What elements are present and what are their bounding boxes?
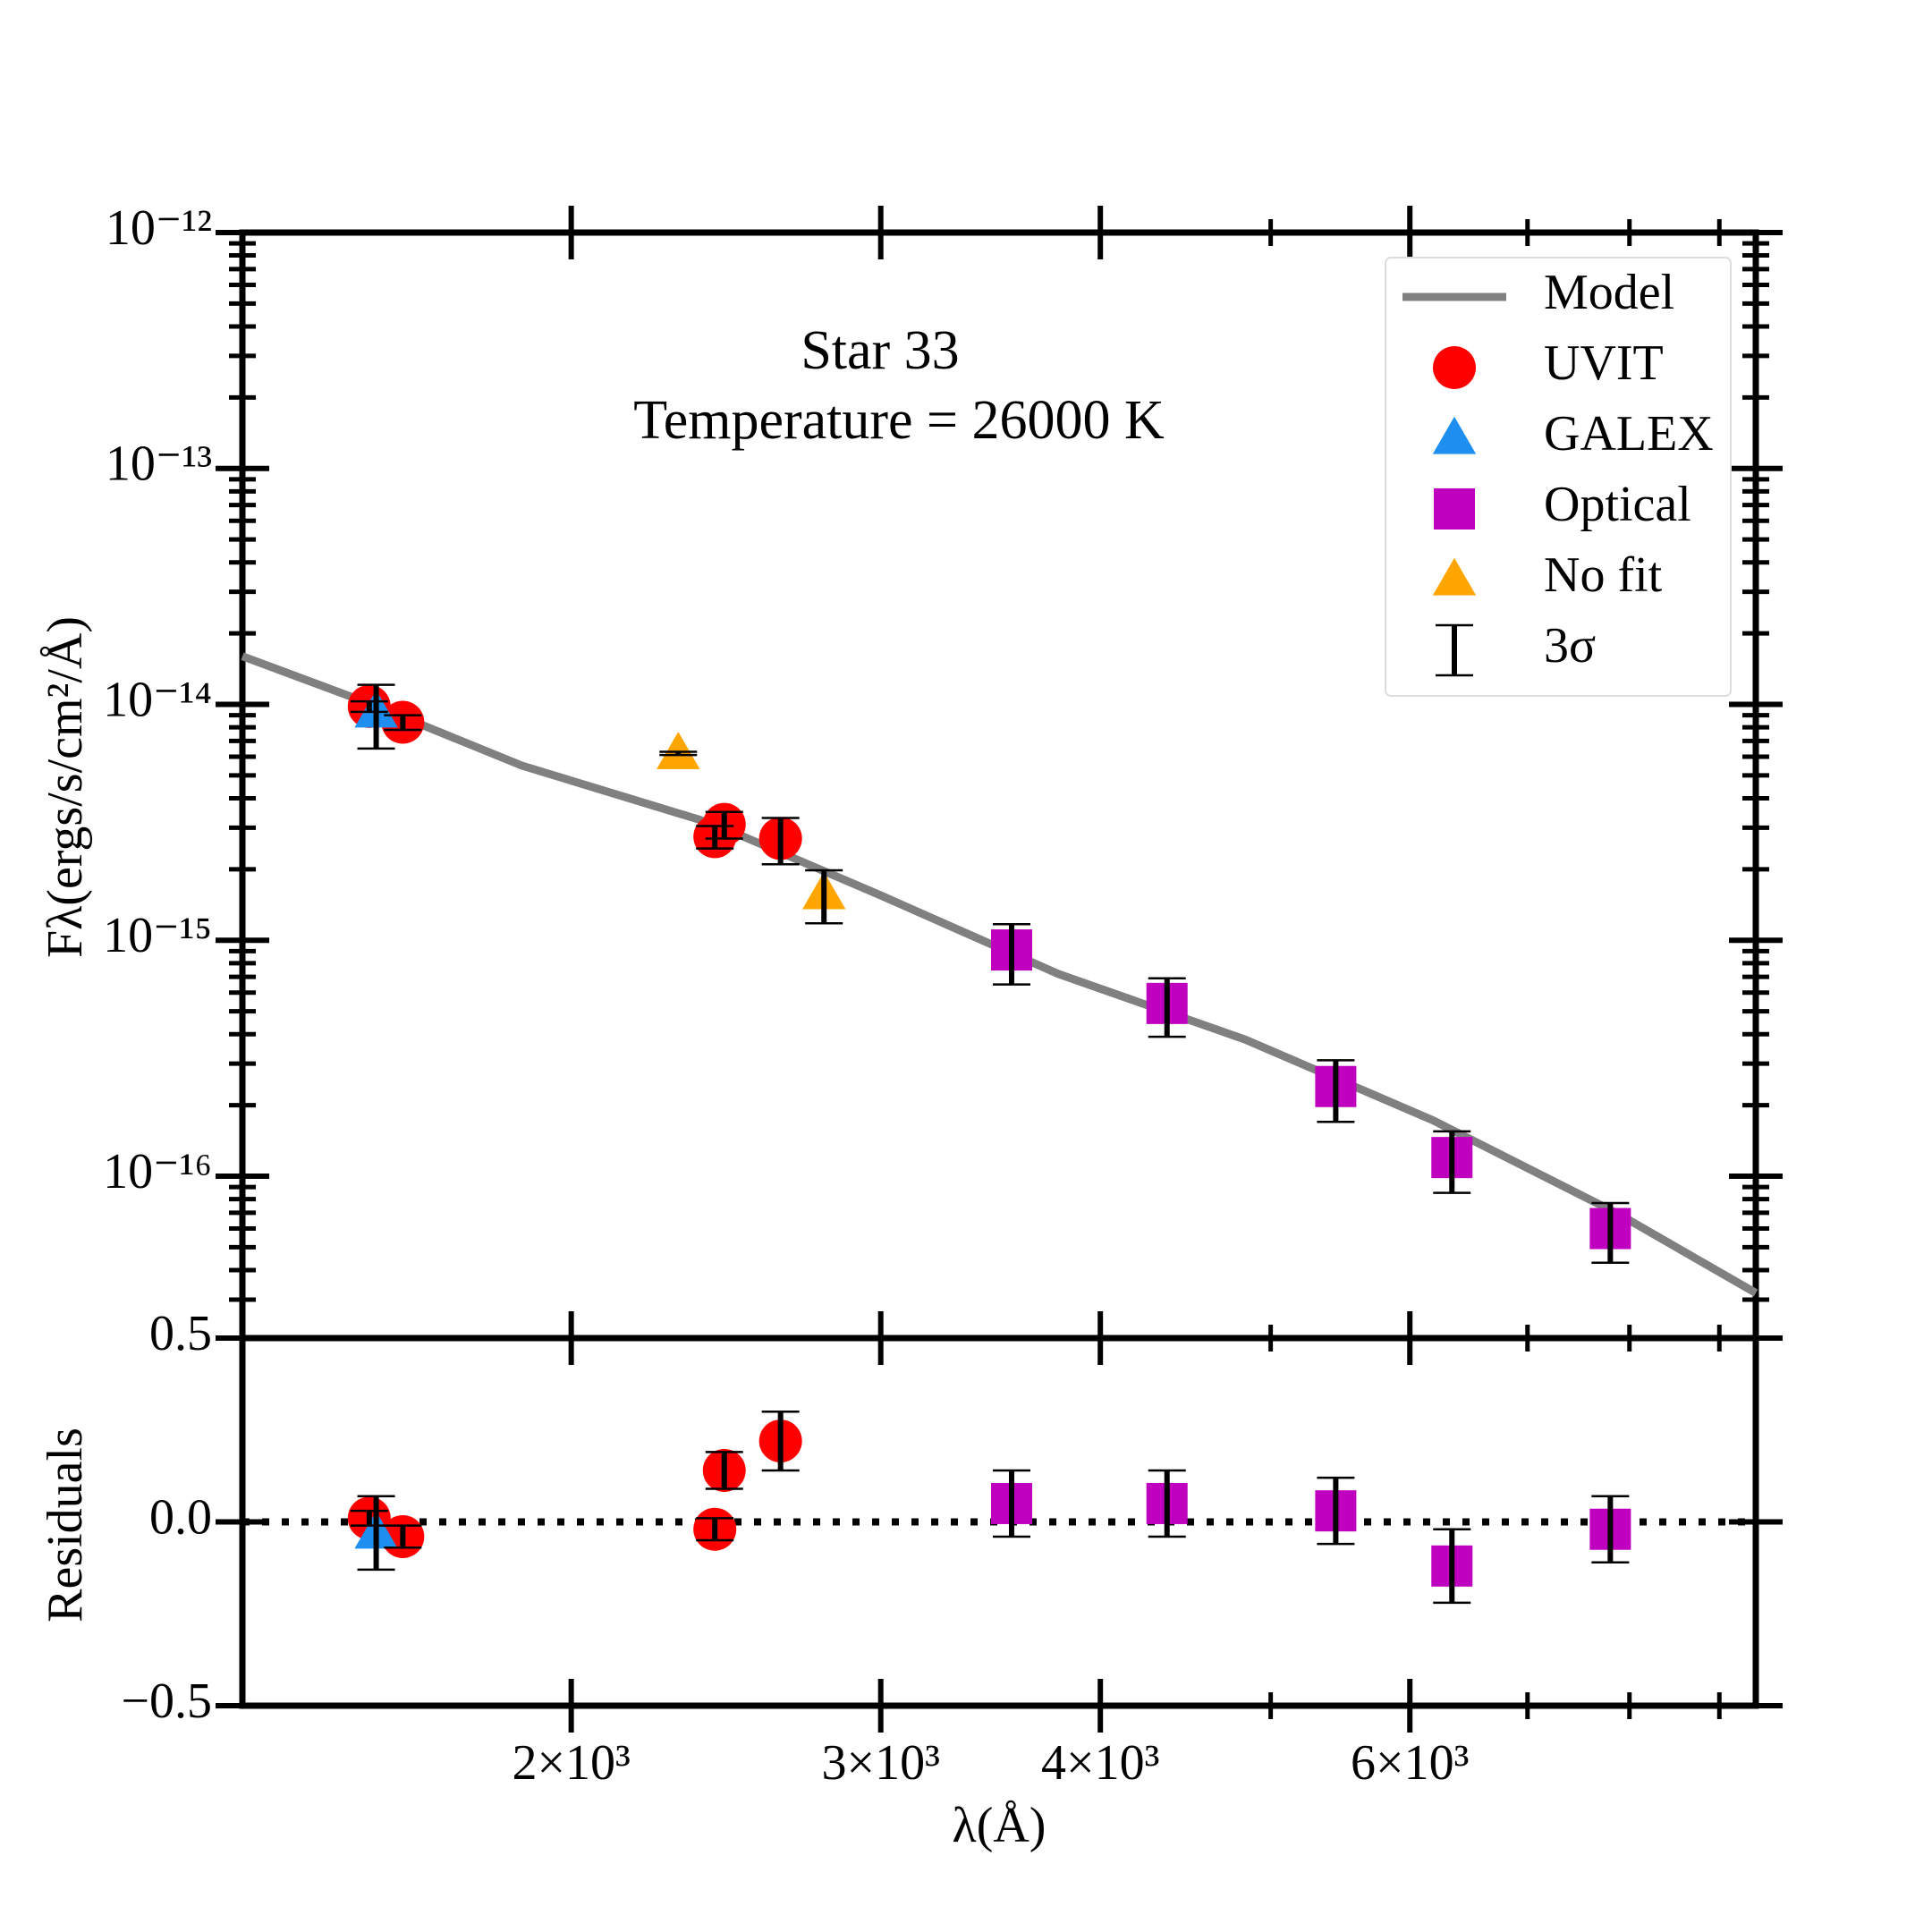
marker [1433,346,1476,389]
legend-label: Optical [1544,477,1691,532]
x-tick-label: 6×10³ [1351,1735,1469,1791]
marker [657,732,700,769]
x-tick-label: 3×10³ [821,1735,939,1791]
y-tick-label: 0.0 [149,1489,212,1545]
y-axis-label: Residuals [38,1428,93,1623]
marker [1434,488,1475,530]
x-tick-label: 2×10³ [512,1735,630,1791]
y-tick-label: 10⁻¹⁶ [103,1144,212,1199]
legend-label: Model [1544,265,1674,320]
marker [1432,557,1477,596]
legend-label: 3σ [1544,618,1596,674]
marker [1432,416,1477,454]
x-axis-label: λ(Å) [953,1798,1046,1853]
legend-label: UVIT [1544,335,1664,391]
chart-title: Star 33 [801,320,959,381]
y-axis-label: Fλ(ergs/s/cm²/Å) [38,616,93,958]
legend-label: No fit [1544,547,1663,603]
chart-subtitle: Temperature = 26000 K [633,390,1165,451]
model-line [241,652,1758,1297]
y-tick-label: 0.5 [149,1306,212,1361]
y-tick-label: 10⁻¹³ [106,436,212,492]
y-tick-label: 10⁻¹⁴ [103,672,212,727]
x-tick-label: 4×10³ [1041,1735,1159,1791]
y-tick-label: 10⁻¹² [106,200,212,256]
legend-label: GALEX [1544,406,1714,462]
y-tick-label: −0.5 [121,1674,212,1729]
y-tick-label: 10⁻¹⁵ [103,908,212,963]
